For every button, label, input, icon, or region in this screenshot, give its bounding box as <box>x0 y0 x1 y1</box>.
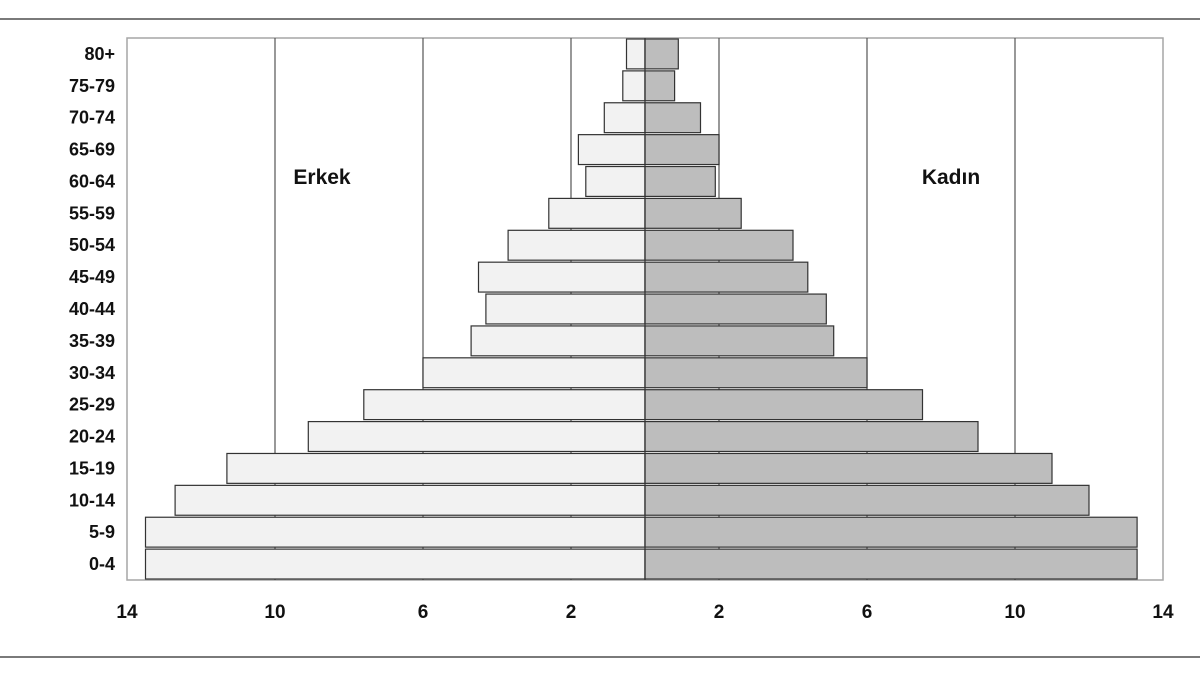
y-category-label: 60-64 <box>69 171 115 191</box>
y-category-label: 30-34 <box>69 363 115 383</box>
bar-erkek-75-79 <box>622 70 646 102</box>
bars <box>144 38 1138 580</box>
top-rule <box>0 18 1200 20</box>
series-label-erkek: Erkek <box>293 166 351 189</box>
bar-erkek-70-74 <box>603 102 646 134</box>
bar-erkek-80+ <box>625 38 646 70</box>
bar-kadin-80+ <box>644 38 679 70</box>
x-tick-label: 10 <box>264 602 285 623</box>
bar-erkek-65-69 <box>577 134 646 166</box>
x-tick-label: 10 <box>1004 602 1025 623</box>
y-category-label: 0-4 <box>89 554 115 574</box>
y-category-label: 5-9 <box>89 522 115 542</box>
bar-kadin-65-69 <box>644 134 720 166</box>
bar-erkek-10-14 <box>174 484 646 516</box>
bar-kadin-30-34 <box>644 357 868 389</box>
y-category-labels: 0-4 5-9 10-14 15-19 20-24 25-29 30-34 35-39 40-4… <box>69 44 115 574</box>
bar-kadin-15-19 <box>644 452 1053 484</box>
bar-erkek-60-64 <box>585 165 646 198</box>
x-tick-label: 2 <box>566 602 577 623</box>
y-category-label: 75-79 <box>69 76 115 96</box>
bar-kadin-35-39 <box>644 325 835 357</box>
y-category-label: 80+ <box>84 44 115 64</box>
bar-erkek-30-34 <box>422 357 646 389</box>
bar-kadin-75-79 <box>644 70 676 102</box>
y-category-label: 20-24 <box>69 427 115 447</box>
bar-erkek-40-44 <box>485 293 646 325</box>
bar-kadin-45-49 <box>644 261 809 293</box>
bar-kadin-20-24 <box>644 420 979 453</box>
x-tick-labels: 14 10 6 2 2 6 10 14 <box>116 602 1174 623</box>
bar-erkek-20-24 <box>307 420 646 453</box>
bar-erkek-45-49 <box>477 261 646 293</box>
bar-erkek-35-39 <box>470 325 646 357</box>
y-category-label: 35-39 <box>69 331 115 351</box>
bar-kadin-10-14 <box>644 484 1090 516</box>
bar-kadin-40-44 <box>644 293 827 325</box>
bar-erkek-5-9 <box>144 516 646 548</box>
y-category-label: 70-74 <box>69 108 115 128</box>
y-category-label: 15-19 <box>69 458 115 478</box>
y-category-label: 50-54 <box>69 235 115 255</box>
bar-kadin-70-74 <box>644 102 702 134</box>
bar-erkek-55-59 <box>548 197 646 229</box>
bottom-rule <box>0 656 1200 658</box>
bar-erkek-50-54 <box>507 229 646 261</box>
x-tick-label: 6 <box>418 602 429 623</box>
x-tick-label: 6 <box>862 602 873 623</box>
bar-erkek-0-4 <box>144 548 646 580</box>
y-category-label: 55-59 <box>69 203 115 223</box>
y-category-label: 45-49 <box>69 267 115 287</box>
x-tick-label: 14 <box>1152 602 1174 623</box>
bar-kadin-5-9 <box>644 516 1138 548</box>
bar-erkek-15-19 <box>226 452 646 484</box>
x-tick-label: 14 <box>116 602 138 623</box>
y-category-label: 10-14 <box>69 490 115 510</box>
bar-kadin-60-64 <box>644 165 716 198</box>
bar-kadin-50-54 <box>644 229 794 261</box>
bar-kadin-25-29 <box>644 389 924 421</box>
x-tick-label: 2 <box>714 602 725 623</box>
bar-kadin-0-4 <box>644 548 1138 580</box>
bar-kadin-55-59 <box>644 197 742 229</box>
y-category-label: 65-69 <box>69 140 115 160</box>
y-category-label: 40-44 <box>69 299 115 319</box>
y-category-label: 25-29 <box>69 395 115 415</box>
series-label-kadin: Kadın <box>922 166 980 189</box>
bar-erkek-25-29 <box>363 389 646 421</box>
